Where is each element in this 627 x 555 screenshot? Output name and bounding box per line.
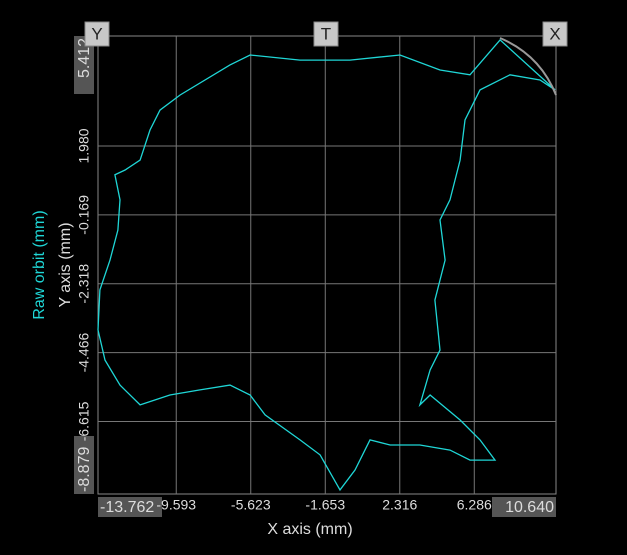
y-axis-label: Y axis (mm) xyxy=(57,222,74,307)
y-limit-box xyxy=(74,36,94,94)
control-button[interactable] xyxy=(542,21,568,47)
y-tick-label: -0.169 xyxy=(76,195,92,235)
x-limit-box xyxy=(98,497,162,517)
y-limit-label: -8.879 xyxy=(76,447,93,492)
x-tick-label: 6.286 xyxy=(457,497,492,513)
control-button[interactable] xyxy=(84,21,110,47)
y-limit-label: 5.412 xyxy=(76,38,93,78)
y-limit-box xyxy=(74,436,94,494)
control-label[interactable]: T xyxy=(321,24,331,43)
arc-marker xyxy=(499,37,557,96)
x-limit-label: 10.640 xyxy=(505,499,554,516)
series-label: Raw orbit (mm) xyxy=(31,210,48,319)
control-button[interactable] xyxy=(313,21,339,47)
y-tick-label: 1.980 xyxy=(76,128,92,163)
x-tick-label: -5.623 xyxy=(231,497,271,513)
x-limit-label: -13.762 xyxy=(100,499,154,516)
x-tick-label: -9.593 xyxy=(156,497,196,513)
x-axis-label: X axis (mm) xyxy=(267,521,352,538)
x-tick-label: -1.653 xyxy=(305,497,345,513)
control-label[interactable]: Y xyxy=(91,24,102,43)
y-tick-label: -6.615 xyxy=(76,401,92,441)
y-tick-label: -2.318 xyxy=(76,264,92,304)
x-tick-label: 2.316 xyxy=(382,497,417,513)
x-limit-box xyxy=(492,497,556,517)
orbit-line xyxy=(97,38,556,492)
y-tick-label: -4.466 xyxy=(76,333,92,373)
control-label[interactable]: X xyxy=(549,24,560,43)
